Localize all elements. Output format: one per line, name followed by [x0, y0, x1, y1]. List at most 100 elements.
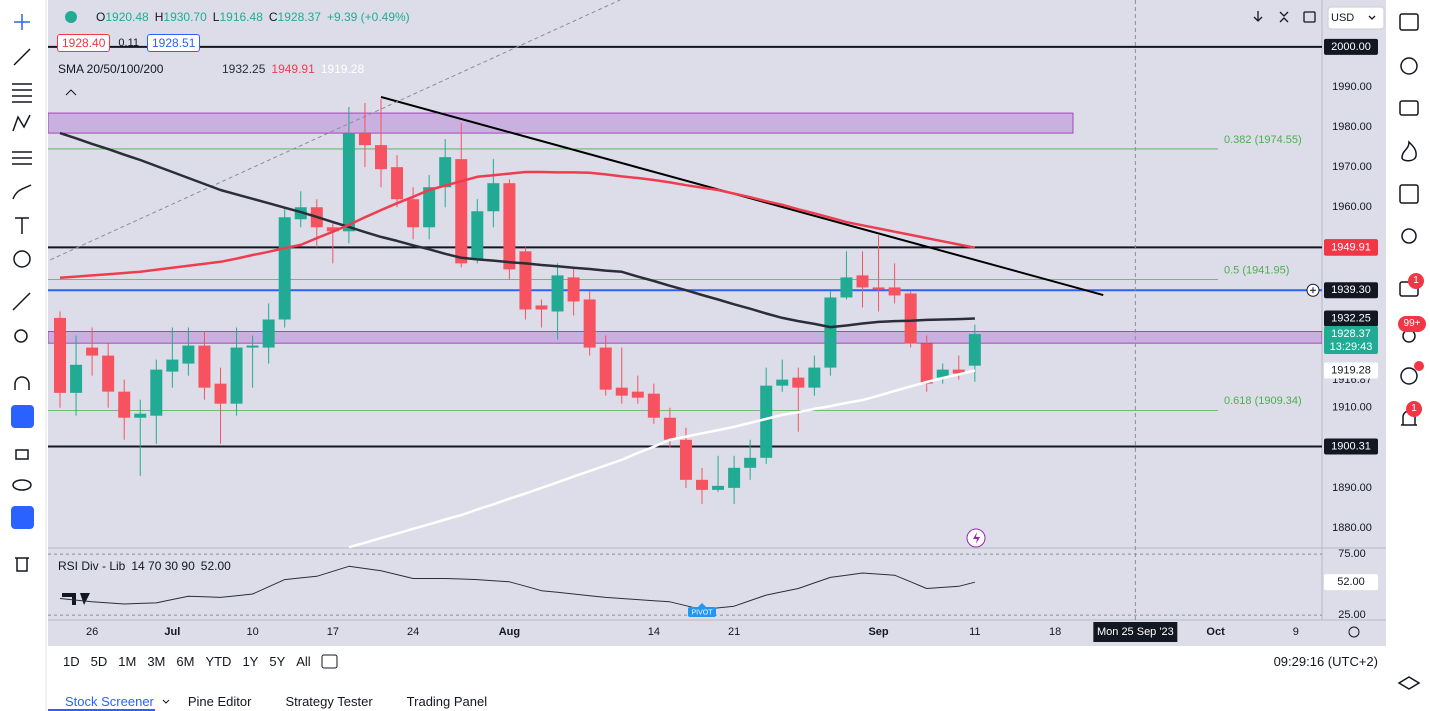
ohlc-value: 1916.48	[219, 10, 263, 24]
lock-tool[interactable]	[15, 449, 29, 460]
tab[interactable]: Pine Editor	[187, 694, 252, 709]
tab-chevron[interactable]	[162, 699, 170, 704]
x-tick-label: 10	[246, 626, 258, 638]
hotlist-icon[interactable]	[1401, 140, 1417, 162]
draw-mode[interactable]	[11, 405, 34, 428]
candle-body	[535, 305, 548, 310]
magnet-tool[interactable]	[14, 376, 30, 390]
ohlc-value: 1920.48	[105, 10, 149, 24]
tab[interactable]: Trading Panel	[406, 694, 488, 709]
candle-body	[54, 317, 66, 393]
tool-icons[interactable]	[11, 14, 34, 572]
layers-icon[interactable]	[1397, 676, 1421, 690]
line-tool[interactable]	[13, 48, 31, 66]
timeframe[interactable]: 1Y	[242, 654, 259, 669]
candle-body	[214, 383, 227, 404]
ohlc-key: O	[96, 10, 106, 24]
candle-body	[968, 334, 981, 366]
badge: 99+	[1398, 316, 1426, 332]
zoom-tool[interactable]	[14, 329, 28, 343]
currency-select[interactable]	[1327, 6, 1385, 30]
emoji-tool[interactable]	[13, 250, 31, 268]
candle-body	[792, 377, 805, 388]
candle-body	[182, 345, 195, 364]
fib-tool[interactable]	[12, 151, 32, 165]
spread: 0.11	[118, 37, 139, 49]
x-tick-label: 18	[1049, 626, 1061, 638]
quote-legend: 1928.40 0.11 1928.51	[57, 34, 201, 52]
candle-body	[166, 359, 179, 372]
date-range-icon[interactable]	[321, 654, 338, 669]
ask[interactable]: 1928.51	[146, 34, 201, 52]
timeframe[interactable]: 3M	[147, 654, 166, 669]
clock: 09:29:16 (UTC+2)	[1273, 654, 1378, 669]
channel-tool[interactable]	[12, 83, 32, 103]
candle-body	[776, 379, 789, 386]
fullscreen-icon[interactable]	[1303, 11, 1316, 23]
timeframes: 1D 5D 1M 3M 6M YTD 1Y 5Y All	[63, 654, 311, 669]
timeframe[interactable]: YTD	[205, 654, 232, 669]
candle-body	[455, 159, 468, 264]
currency[interactable]: USD	[1331, 12, 1354, 24]
ma-tag-bg	[1324, 310, 1378, 327]
data-window-icon[interactable]	[1399, 100, 1419, 116]
candle-body	[326, 227, 339, 232]
y-tick-label: 1990.00	[1332, 81, 1372, 93]
candle-body	[679, 439, 692, 480]
tab[interactable]: Stock Screener	[65, 694, 154, 709]
y-tick-label: 1880.00	[1332, 522, 1372, 534]
x-tick-label: 17	[327, 626, 339, 638]
bid[interactable]: 1928.40	[57, 34, 111, 52]
ohlc-item: C1928.37	[269, 10, 321, 24]
rsi-params: 14 70 30 90	[131, 559, 195, 573]
badge: 1	[1406, 401, 1422, 417]
ruler-tool[interactable]	[12, 292, 31, 311]
rsi-tick-label: 25.00	[1338, 609, 1366, 621]
alerts-icon[interactable]	[1400, 57, 1418, 75]
level-tag-bg	[1324, 282, 1378, 299]
broadcast-icon[interactable]	[1400, 367, 1418, 385]
sidebar-icons[interactable]	[1397, 13, 1421, 690]
level-tag-bg	[1324, 438, 1378, 455]
settings-icon[interactable]	[1348, 626, 1360, 638]
ideas-icon[interactable]	[1401, 228, 1417, 244]
pattern-tool[interactable]	[12, 114, 31, 132]
timeframe[interactable]: All	[296, 654, 311, 669]
timeframe[interactable]: 5Y	[269, 654, 286, 669]
watchlist-icon[interactable]	[1399, 13, 1419, 31]
timeframe[interactable]: 1M	[118, 654, 137, 669]
brush-tool[interactable]	[12, 184, 32, 200]
candle-body	[102, 355, 115, 392]
timeframe[interactable]: 1D	[63, 654, 80, 669]
timeframe[interactable]: 5D	[90, 654, 108, 669]
y-tick-label: 1980.00	[1332, 121, 1372, 133]
level-tag: 1900.31	[1331, 440, 1371, 452]
candle-body	[278, 217, 291, 320]
ma-tag: 1919.28	[1331, 364, 1371, 376]
price-pane	[48, 0, 1322, 548]
compress-icon[interactable]	[1279, 11, 1289, 23]
download-icon[interactable]	[1253, 11, 1263, 22]
currency-chevron[interactable]	[1368, 15, 1376, 20]
candle-body	[86, 347, 99, 356]
level-tag: 1939.30	[1331, 284, 1371, 296]
calendar-icon[interactable]	[1399, 184, 1419, 204]
text-tool[interactable]	[15, 217, 29, 234]
candle-body	[407, 199, 420, 228]
collapse-legend[interactable]	[65, 89, 77, 96]
candle-body	[262, 319, 275, 348]
delete-tool[interactable]	[15, 557, 29, 572]
ohlc-key: L	[212, 10, 220, 24]
rsi-legend: RSI Div - Lib 14 70 30 90 52.00	[58, 559, 231, 573]
timeframe[interactable]: 6M	[176, 654, 195, 669]
candle-body	[230, 347, 243, 404]
x-tick-label: Sep	[868, 626, 888, 638]
fib-label: 0.5 (1941.95)	[1224, 265, 1289, 277]
hide-tool[interactable]	[12, 479, 32, 491]
link-tool[interactable]	[11, 506, 34, 529]
top-tools[interactable]	[1253, 6, 1385, 30]
candle-body	[375, 145, 387, 170]
crosshair-tool[interactable]	[14, 14, 30, 30]
tab[interactable]: Strategy Tester	[285, 694, 373, 709]
